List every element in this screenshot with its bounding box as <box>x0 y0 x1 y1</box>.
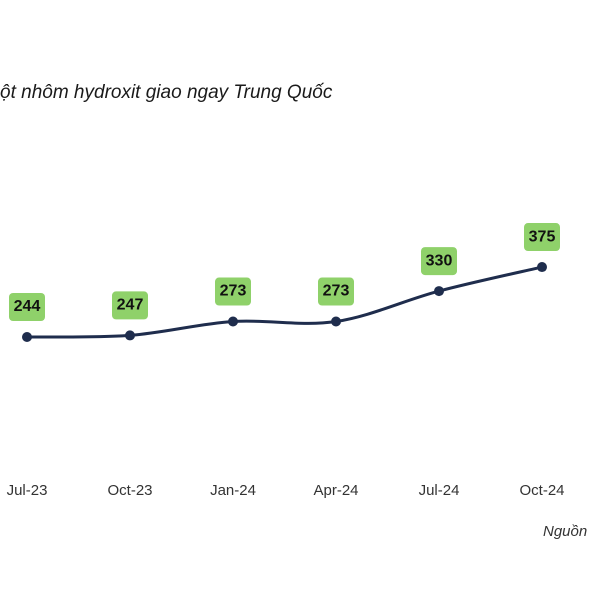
point <box>22 332 32 343</box>
x-tick-label: Oct-24 <box>519 482 564 499</box>
value-label: 247 <box>117 297 144 314</box>
chart-title: ột nhôm hydroxit giao ngay Trung Quốc <box>0 82 333 103</box>
point <box>228 316 238 327</box>
x-tick-label: Apr-24 <box>313 482 358 499</box>
line <box>26 265 543 339</box>
value-label: 375 <box>529 228 556 245</box>
point <box>125 330 135 341</box>
label-box <box>524 223 560 252</box>
label-box <box>215 277 251 306</box>
label-box <box>421 247 457 276</box>
value-label: 273 <box>323 283 350 300</box>
label-box <box>318 277 354 306</box>
point <box>434 286 444 297</box>
x-tick-label: Jul-24 <box>419 482 460 499</box>
point <box>331 316 341 327</box>
source-note: Nguồn <box>543 523 587 540</box>
x-tick-label: Jan-24 <box>210 482 256 499</box>
x-tick-label: Jul-23 <box>7 482 48 499</box>
x-tick-label: Oct-23 <box>107 482 152 499</box>
value-label: 330 <box>426 252 453 269</box>
point <box>537 262 547 273</box>
label-box <box>112 291 148 320</box>
label-box <box>9 293 45 322</box>
value-label: 273 <box>220 283 247 300</box>
value-label: 244 <box>14 298 41 315</box>
